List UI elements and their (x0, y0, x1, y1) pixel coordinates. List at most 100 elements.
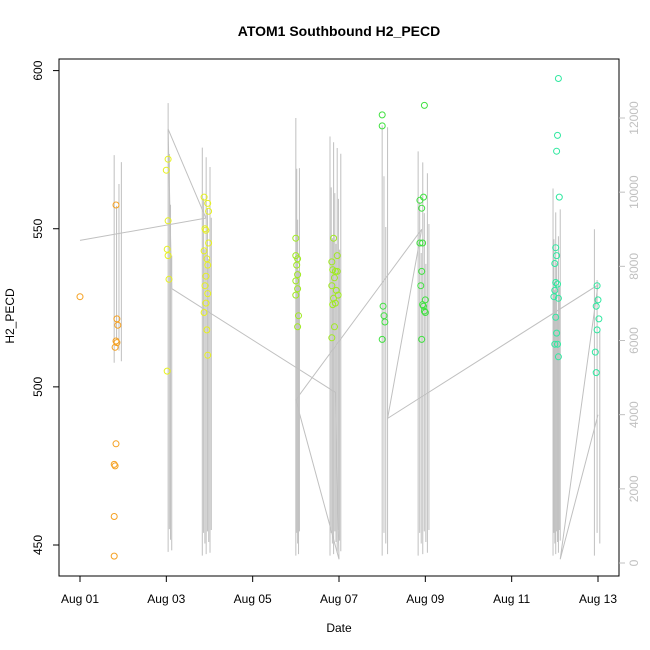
data-point (202, 272, 210, 280)
data-point (204, 261, 212, 269)
data-point (111, 462, 119, 470)
data-point (592, 369, 600, 377)
data-point (551, 260, 559, 267)
data-point (292, 277, 300, 285)
data-point (593, 282, 601, 290)
data-point (554, 340, 561, 348)
data-point (205, 207, 213, 215)
data-point (110, 513, 118, 520)
data-point (330, 234, 338, 242)
data-point (552, 244, 560, 252)
data-point (420, 193, 427, 201)
data-point (419, 239, 427, 247)
data-point (203, 326, 211, 334)
x-tick-label: Aug 11 (493, 592, 530, 606)
data-point (292, 234, 300, 242)
data-point (328, 282, 336, 290)
data-point (421, 309, 429, 316)
y-right-tick-label: 8000 (627, 253, 641, 280)
data-point (205, 239, 213, 247)
data-point (111, 343, 119, 351)
data-point (164, 217, 172, 225)
data-point (331, 274, 338, 282)
data-point (201, 282, 209, 290)
data-point (112, 201, 120, 209)
data-point (200, 247, 208, 255)
data-point (594, 296, 602, 304)
data-point (163, 367, 171, 375)
data-point (554, 131, 561, 139)
data-point (554, 280, 561, 288)
data-point (204, 290, 212, 298)
x-tick-label: Aug 07 (320, 592, 358, 606)
data-point (592, 302, 600, 310)
data-point (417, 282, 425, 290)
data-point (555, 193, 563, 201)
data-point (76, 293, 84, 301)
data-point (110, 552, 118, 560)
data-point (378, 122, 386, 130)
data-point (332, 286, 340, 294)
y-axis-label: H2_PECD (3, 288, 17, 344)
data-point (378, 335, 386, 343)
data-point (418, 267, 426, 275)
data-point (200, 193, 208, 201)
data-point (381, 318, 389, 326)
x-tick-label: Aug 01 (61, 592, 99, 606)
data-point (165, 275, 173, 283)
data-point (114, 321, 122, 329)
data-point (554, 75, 562, 82)
data-point (200, 309, 208, 316)
data-point (591, 348, 599, 356)
y-right-tick-label: 6000 (627, 327, 641, 354)
data-point (333, 267, 341, 275)
data-point (110, 460, 118, 468)
y-right-tick-label: 0 (627, 559, 641, 566)
data-point (379, 302, 387, 310)
data-point (202, 299, 210, 307)
data-point (113, 339, 121, 347)
x-axis: Aug 01 Aug 03 Aug 05 Aug 07 Aug 09 Aug 11 Aug … (61, 576, 617, 606)
y-right-tick-label: 2000 (627, 475, 641, 502)
data-point (420, 307, 428, 315)
data-point (418, 335, 426, 343)
data-point (294, 323, 302, 331)
y-left-tick-label: 500 (31, 377, 45, 397)
data-point (328, 334, 336, 342)
data-point (164, 155, 172, 163)
data-point (551, 340, 559, 348)
data-point (553, 147, 561, 155)
data-point (593, 326, 601, 334)
y-left-tick-label: 550 (31, 218, 45, 238)
line-layer (79, 128, 599, 560)
y-axis-left: 450 500 550 600 (31, 60, 59, 555)
data-point (554, 294, 562, 302)
data-point (162, 166, 170, 174)
data-point (416, 239, 424, 247)
data-point (552, 279, 560, 286)
y-right-tick-label: 10000 (627, 175, 641, 209)
points-layer (76, 75, 603, 560)
data-point (295, 312, 302, 320)
data-point (420, 101, 428, 109)
x-tick-label: Aug 09 (406, 592, 444, 606)
data-point (331, 299, 339, 307)
data-point (294, 285, 302, 293)
data-point (418, 204, 426, 212)
data-point (595, 315, 603, 323)
data-point (292, 291, 300, 299)
data-point (204, 199, 212, 207)
data-point (293, 261, 301, 269)
data-point (333, 252, 341, 260)
data-point (334, 291, 342, 299)
x-tick-label: Aug 03 (147, 592, 185, 606)
data-point (164, 252, 172, 260)
data-point (294, 271, 302, 279)
x-axis-label: Date (326, 621, 352, 635)
chart-title: ATOM1 Southbound H2_PECD (238, 23, 440, 39)
data-point (550, 293, 558, 301)
data-point (331, 323, 338, 331)
y-left-tick-label: 450 (31, 535, 45, 555)
